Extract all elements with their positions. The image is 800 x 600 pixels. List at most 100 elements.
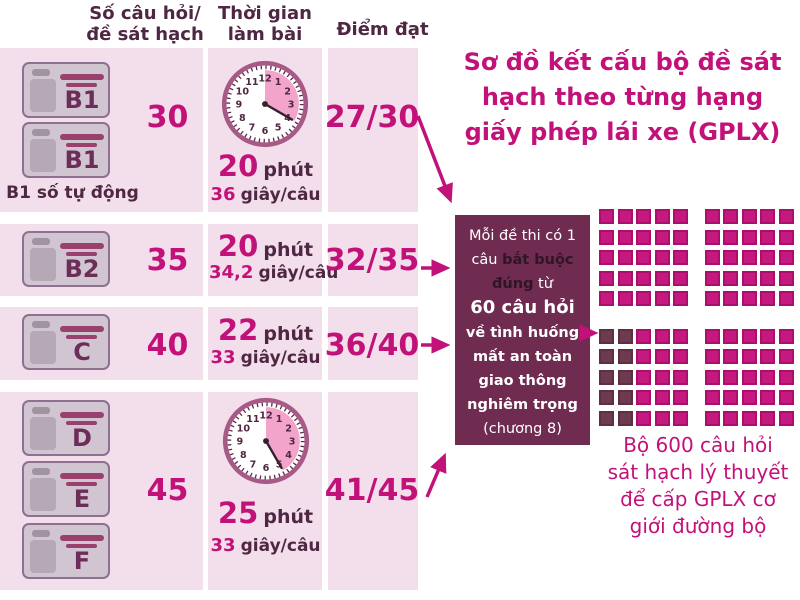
mandatory-question-note-box: Mỗi đề thi có 1 câu bắt buộc đúng từ 60 câu… (455, 215, 590, 445)
card-chip (32, 530, 50, 537)
grid-square (760, 209, 775, 224)
note-segment: 60 câu hỏi (470, 297, 575, 318)
grid-square (741, 369, 757, 385)
note-line: về tình huống (455, 321, 590, 345)
grid-square (636, 229, 651, 245)
note-line: đúng từ (455, 272, 590, 296)
row1-time-unit: phút (263, 159, 314, 181)
card-bar (66, 482, 97, 486)
grid-square (723, 209, 738, 224)
grid-square (654, 369, 670, 385)
svg-text:11: 11 (246, 414, 260, 425)
svg-text:7: 7 (249, 122, 256, 133)
title-line2: hạch theo từng hạng (481, 83, 764, 111)
grid-square (636, 328, 651, 344)
grid-square (704, 291, 720, 306)
grid-square (636, 390, 651, 405)
grid-square (636, 291, 651, 306)
row1-time: 20 phút (209, 149, 322, 183)
note-line: Mỗi đề thi có 1 (455, 224, 590, 248)
bank-caption-line1: Bộ 600 câu hỏi (623, 433, 773, 457)
grid-square (760, 291, 775, 306)
grid-square (741, 270, 757, 286)
grid-square (654, 328, 670, 344)
grid-square (704, 250, 720, 265)
grid-square (723, 291, 738, 306)
grid-square (723, 369, 738, 385)
grid-square-mandatory (617, 328, 633, 344)
svg-text:12: 12 (258, 74, 271, 85)
note-segment: từ (533, 276, 553, 292)
band-row4-col3 (328, 392, 418, 590)
row3-per-question-value: 33 (210, 347, 236, 368)
card-bar (60, 535, 104, 541)
card-bar (60, 326, 104, 332)
grid-square (673, 291, 688, 306)
grid-square (741, 328, 757, 344)
grid-square (704, 390, 720, 405)
row2-time-unit: phút (263, 239, 314, 261)
row4-time: 25 phút (209, 496, 322, 530)
grid-square (654, 291, 670, 306)
grid-square (654, 390, 670, 405)
row4-question-count: 45 (146, 472, 189, 508)
row1-question-count: 30 (146, 99, 189, 135)
svg-text:3: 3 (288, 100, 295, 111)
note-segment: (chương 8) (483, 421, 562, 437)
grid-square (704, 349, 720, 364)
grid-square (741, 291, 757, 306)
grid-square (599, 209, 614, 224)
row2-passing-score: 32/35 (324, 242, 420, 278)
license-card-f: F (22, 523, 110, 579)
svg-text:1: 1 (275, 77, 282, 88)
card-bar (60, 134, 104, 140)
svg-text:5: 5 (275, 122, 282, 133)
license-card-b2: B2 (22, 231, 110, 287)
grid-square (760, 410, 775, 426)
header-questions-line1: Số câu hỏi/ (89, 3, 201, 24)
grid-square (654, 209, 670, 224)
grid-square (704, 229, 720, 245)
grid-square (654, 250, 670, 265)
grid-square-mandatory (617, 349, 633, 364)
grid-square (673, 349, 688, 364)
grid-square (760, 390, 775, 405)
row3-passing-score: 36/40 (324, 327, 420, 363)
note-line: (chương 8) (455, 417, 590, 441)
grid-square (654, 410, 670, 426)
grid-square (617, 250, 633, 265)
grid-square (741, 390, 757, 405)
grid-square (741, 410, 757, 426)
grid-square (723, 390, 738, 405)
header-time-line1: Thời gian (218, 3, 312, 24)
grid-square (654, 229, 670, 245)
card-photo (30, 417, 56, 450)
card-bar (66, 83, 97, 87)
row1-passing-score: 27/30 (324, 99, 420, 135)
row2-time-value: 20 (217, 229, 259, 263)
svg-text:9: 9 (236, 100, 243, 111)
grid-square (636, 209, 651, 224)
grid-square (741, 250, 757, 265)
card-bar (66, 544, 97, 548)
row3-per-question-unit: giây/câu (240, 348, 321, 368)
grid-square (636, 349, 651, 364)
band-row3-col2 (208, 307, 322, 380)
svg-text:8: 8 (239, 113, 246, 124)
grid-square (778, 410, 794, 426)
note-line: 60 câu hỏi (455, 296, 590, 321)
note-segment: bắt buộc (502, 252, 574, 268)
grid-square (704, 369, 720, 385)
card-bar (60, 74, 104, 80)
row1-per-question: 36 giây/câu (209, 184, 322, 205)
row4-passing-score: 41/45 (324, 472, 420, 508)
header-questions-line2: đề sát hạch (86, 24, 204, 45)
grid-square (741, 229, 757, 245)
band-row2-col2 (208, 224, 322, 296)
card-letter: B1 (64, 146, 100, 174)
bank-caption-line2: sát hạch lý thuyết (607, 460, 789, 484)
grid-square (617, 291, 633, 306)
grid-square-mandatory (599, 390, 614, 405)
question-bank-caption: Bộ 600 câu hỏi sát hạch lý thuyết để cấp… (598, 432, 798, 540)
